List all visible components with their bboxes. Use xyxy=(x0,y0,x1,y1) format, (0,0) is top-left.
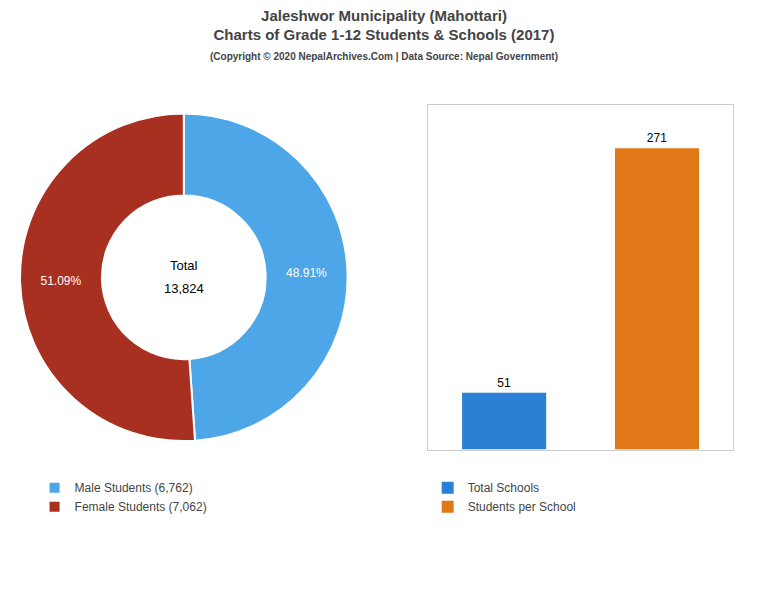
svg-text:Total Schools: Total Schools xyxy=(468,481,539,495)
svg-text:48.91%: 48.91% xyxy=(286,266,327,280)
svg-text:13,824: 13,824 xyxy=(164,281,204,296)
svg-text:51: 51 xyxy=(497,376,511,390)
svg-text:Students per School: Students per School xyxy=(468,500,576,514)
svg-text:Jaleshwor Municipality (Mahott: Jaleshwor Municipality (Mahottari)Charts… xyxy=(210,7,558,62)
svg-text:Total: Total xyxy=(170,258,198,273)
svg-text:Male Students (6,762): Male Students (6,762) xyxy=(75,481,193,495)
svg-text:51.09%: 51.09% xyxy=(41,274,82,288)
svg-text:Female Students (7,062): Female Students (7,062) xyxy=(75,500,207,514)
svg-text:271: 271 xyxy=(647,131,667,145)
